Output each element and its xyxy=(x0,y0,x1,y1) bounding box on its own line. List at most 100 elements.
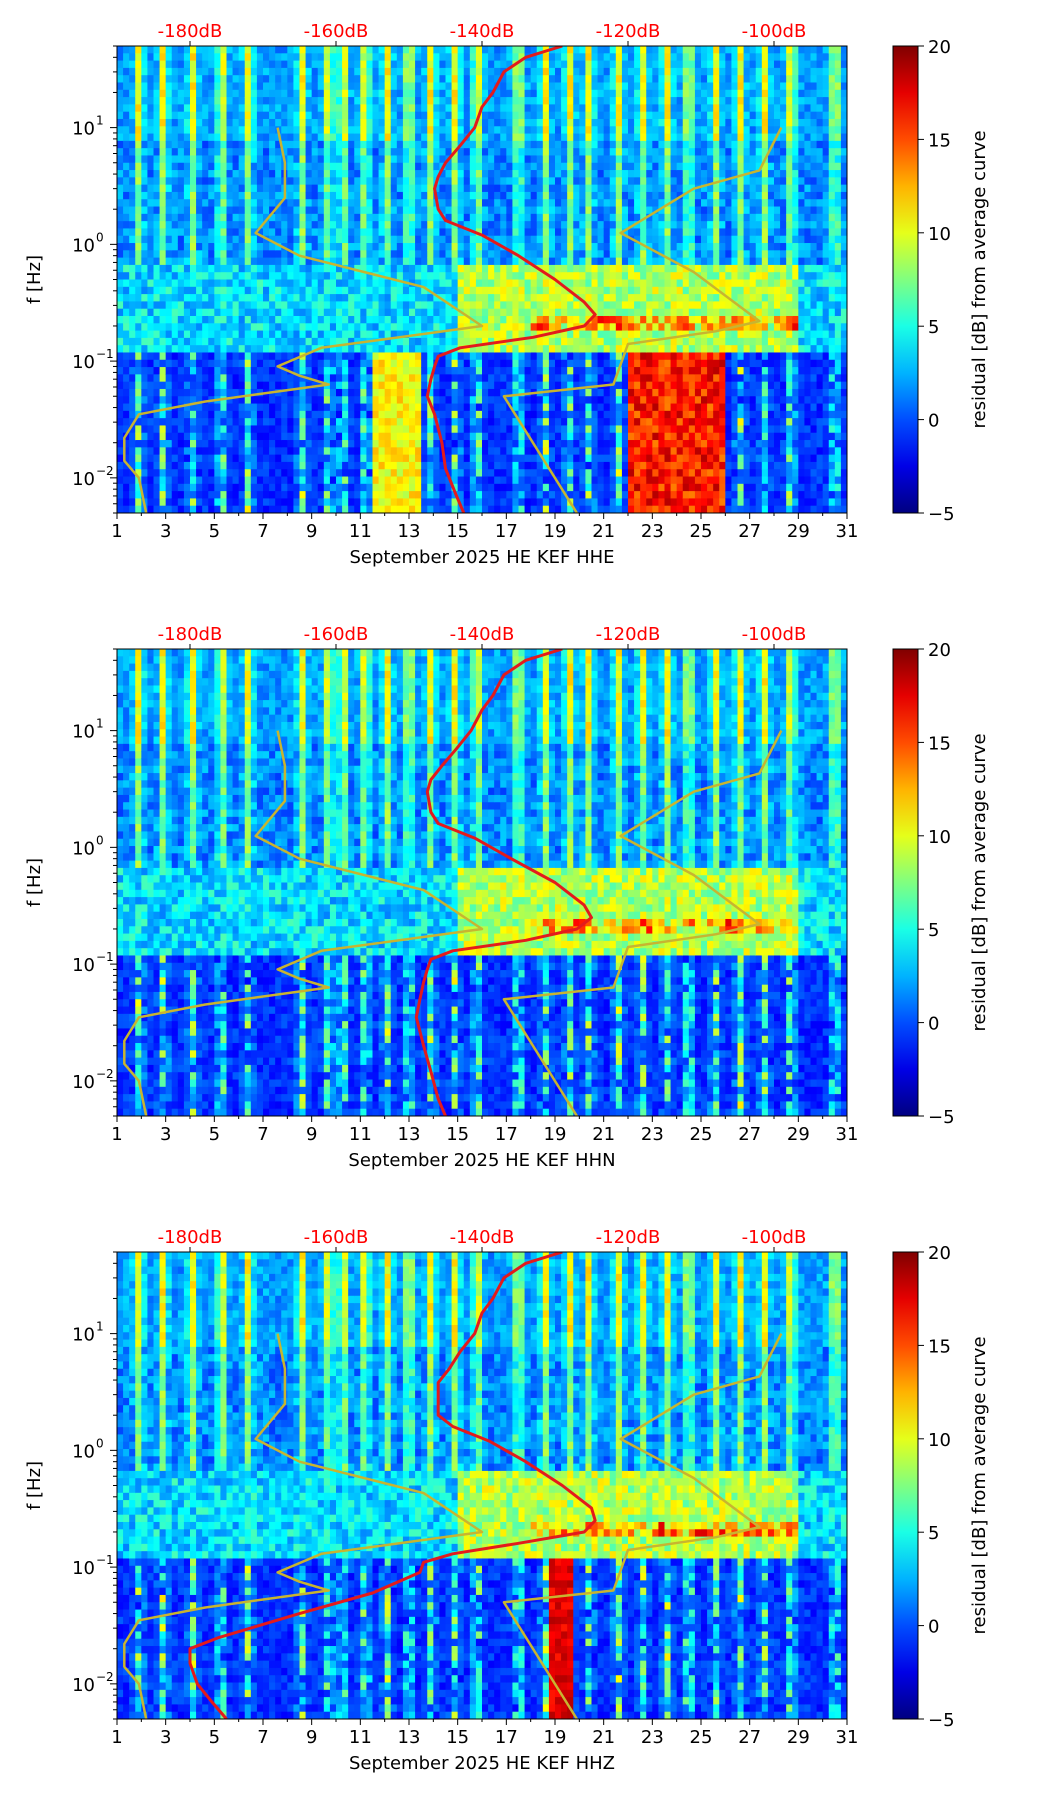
heatmap-cell xyxy=(561,367,568,375)
heatmap-cell xyxy=(469,337,477,346)
heatmap-cell xyxy=(542,82,550,91)
heatmap-cell xyxy=(299,46,307,54)
heatmap-cell xyxy=(293,89,301,98)
heatmap-cell xyxy=(147,483,155,492)
heatmap-cell xyxy=(482,221,489,230)
heatmap-cell xyxy=(439,301,447,310)
heatmap-cell xyxy=(500,425,507,434)
heatmap-cell xyxy=(323,403,331,412)
heatmap-cell xyxy=(226,388,234,397)
heatmap-cell xyxy=(311,155,319,164)
heatmap-cell xyxy=(226,410,234,419)
heatmap-cell xyxy=(488,199,495,208)
heatmap-cell xyxy=(390,418,398,427)
heatmap-cell xyxy=(177,286,185,295)
heatmap-cell xyxy=(220,177,228,186)
heatmap-cell xyxy=(238,272,246,281)
heatmap-cell xyxy=(573,250,580,259)
heatmap-cell xyxy=(305,279,313,288)
heatmap-cell xyxy=(548,75,556,84)
heatmap-cell xyxy=(555,381,562,390)
heatmap-cell xyxy=(250,403,258,412)
heatmap-cell xyxy=(500,221,507,230)
heatmap-cell xyxy=(177,82,185,91)
heatmap-cell xyxy=(123,67,130,76)
heatmap-cell xyxy=(421,243,428,251)
heatmap-cell xyxy=(196,191,203,200)
heatmap-cell xyxy=(129,294,136,302)
heatmap-cell xyxy=(226,140,234,149)
heatmap-cell xyxy=(433,53,441,62)
heatmap-cell xyxy=(469,221,477,230)
heatmap-cell xyxy=(567,177,574,186)
heatmap-cell xyxy=(299,170,307,178)
heatmap-cell xyxy=(202,155,209,164)
heatmap-cell xyxy=(263,418,270,427)
heatmap-cell xyxy=(287,213,295,222)
heatmap-cell xyxy=(378,483,386,492)
heatmap-cell xyxy=(488,425,495,434)
heatmap-cell xyxy=(366,272,374,281)
heatmap-cell xyxy=(336,447,343,456)
heatmap-cell xyxy=(427,388,434,397)
heatmap-cell xyxy=(384,264,392,273)
heatmap-cell xyxy=(457,476,465,485)
heatmap-cell xyxy=(548,264,556,273)
heatmap-cell xyxy=(421,67,428,76)
heatmap-cell xyxy=(536,498,544,507)
heatmap-cell xyxy=(275,403,282,412)
heatmap-cell xyxy=(183,89,191,98)
heatmap-cell xyxy=(177,440,185,448)
heatmap-cell xyxy=(591,67,599,76)
heatmap-cell xyxy=(579,118,587,127)
heatmap-cell xyxy=(336,469,343,478)
heatmap-cell xyxy=(494,410,501,419)
heatmap-cell xyxy=(275,345,282,354)
heatmap-cell xyxy=(323,359,331,368)
heatmap-cell xyxy=(202,498,209,507)
heatmap-cell xyxy=(323,294,331,302)
heatmap-cell xyxy=(336,148,343,157)
heatmap-cell xyxy=(427,308,434,317)
heatmap-cell xyxy=(378,213,386,222)
heatmap-cell xyxy=(196,337,203,346)
heatmap-cell xyxy=(457,359,465,368)
heatmap-cell xyxy=(421,294,428,302)
heatmap-cell xyxy=(226,359,234,368)
heatmap-cell xyxy=(342,447,349,456)
heatmap-cell xyxy=(159,483,167,492)
heatmap-cell xyxy=(342,243,349,251)
heatmap-cell xyxy=(135,191,142,200)
heatmap-cell xyxy=(250,75,258,84)
heatmap-cell xyxy=(439,315,447,324)
heatmap-cell xyxy=(500,491,507,500)
heatmap-cell xyxy=(244,447,252,456)
heatmap-cell xyxy=(244,396,252,405)
heatmap-cell xyxy=(524,184,532,193)
heatmap-cell xyxy=(323,447,331,456)
heatmap-cell xyxy=(238,46,246,54)
heatmap-cell xyxy=(463,469,471,478)
heatmap-cell xyxy=(524,235,532,244)
heatmap-cell xyxy=(494,221,501,230)
heatmap-cell xyxy=(494,330,501,339)
heatmap-cell xyxy=(555,359,562,368)
heatmap-cell xyxy=(323,243,331,251)
heatmap-cell xyxy=(488,126,495,135)
heatmap-cell xyxy=(311,352,319,361)
heatmap-cell xyxy=(390,67,398,76)
heatmap-cell xyxy=(579,381,587,390)
heatmap-cell xyxy=(548,410,556,419)
heatmap-cell xyxy=(342,425,349,434)
heatmap-cell xyxy=(275,206,282,215)
heatmap-cell xyxy=(366,410,374,419)
heatmap-cell xyxy=(275,60,282,69)
heatmap-cell xyxy=(573,67,580,76)
heatmap-cell xyxy=(451,184,459,193)
heatmap-cell xyxy=(220,243,228,251)
heatmap-cell xyxy=(269,381,276,390)
heatmap-cell xyxy=(153,82,161,91)
heatmap-cell xyxy=(469,272,477,281)
heatmap-cell xyxy=(244,352,252,361)
heatmap-cell xyxy=(250,410,258,419)
